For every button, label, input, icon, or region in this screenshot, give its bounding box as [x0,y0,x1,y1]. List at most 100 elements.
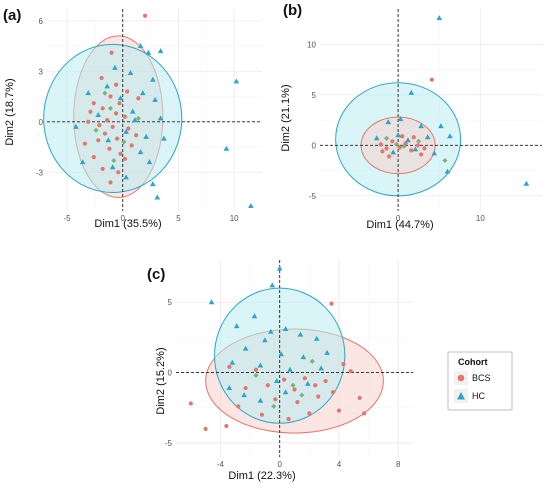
panel-b-point-bcs [386,154,392,159]
panel-c-point-bcs [357,395,362,400]
panel-c-point-bcs [286,416,291,422]
panel-a-point-bcs [117,101,122,106]
panel-a-point-hc [123,128,129,134]
panel-c-point-hc [251,313,258,319]
panel-b-point-bcs [380,149,385,154]
panel-c-point-hc [208,299,215,305]
panel-c-x-axis-title: Dim1 (22.3%) [228,470,295,482]
panel-c-point-hc [273,378,280,384]
panel-c-y-tick-label: -5 [165,439,173,448]
panel-a-point-bcs [136,96,141,101]
legend-label-bcs: BCS [472,373,491,383]
panel-b-point-bcs [419,152,424,157]
panel-c-point-bcs [282,377,287,382]
panel-a-point-bcs [113,82,119,87]
panel-a-point-bcs [88,109,93,114]
panel-b-point-bcs [415,143,420,148]
panel-a-label: (a) [3,7,21,24]
panel-c-x-tick-label: 8 [396,460,401,469]
panel-b-y-tick-label: -5 [309,192,317,201]
panel-a-point-bcs [134,133,139,138]
panel-b-point-hc [395,132,401,138]
panel-a-point-bcs [116,170,121,175]
panel-c-point-bcs [265,383,270,388]
panel-a-point-bcs [96,138,101,143]
legend-key-bcs [457,374,465,382]
panel-c-point-bcs [227,364,232,370]
panel-b-point-hc [436,15,443,21]
panel-c-point-hc [226,385,233,391]
panel-c-point-hc [282,325,289,331]
panel-b-point-bcs [429,77,434,82]
panel-a-point-bcs [82,141,87,146]
panel-a-y-tick-label: 6 [39,17,44,26]
panel-a-point-bcs [115,136,120,141]
panel-a-point-bcs [108,180,113,185]
panel-a-point-other [102,90,108,96]
panel-c-y-axis-title: Dim2 (15.2%) [155,347,167,414]
panel-c-point-bcs [341,362,346,367]
panel-b-y-tick-label: 0 [312,141,317,150]
panel-a-point-bcs [108,94,113,99]
panel-b-point-hc [418,123,424,129]
panel-b-point-hc [424,134,431,140]
panel-c-point-bcs [323,378,328,384]
panel-a-point-hc [143,133,149,139]
panel-c-point-hc [313,335,320,341]
panel-a-point-hc [137,149,144,155]
panel-c-x-tick-label: 0 [277,460,282,469]
panel-a-x-tick-label: -5 [63,214,71,223]
panel-a-point-bcs [129,143,134,148]
panel-a-point-hc [85,90,92,96]
panel-c-point-bcs [236,404,241,409]
panel-a-point-hc [105,137,112,143]
panel-c-point-bcs [224,423,229,429]
panel-a-point-bcs [99,75,104,81]
panel-a-point-hc [123,174,129,180]
panel-a-x-tick-label: 5 [176,214,181,223]
panel-c-y-tick-label: 5 [168,298,173,307]
panel-c-point-hc [324,349,330,355]
panel-b-point-hc [390,149,396,155]
panel-a-point-other [135,115,141,121]
panel-c-point-hc [241,392,247,398]
panel-c-point-bcs [336,408,342,413]
panel-b-y-tick-label: 5 [312,91,317,100]
panel-a-y-tick-label: 3 [39,67,44,76]
panel-a-point-hc [127,69,134,75]
panel-a-point-hc [150,181,156,187]
panel-a-point-hc [95,112,102,118]
panel-c-point-hc [300,354,307,360]
panel-a-point-hc [152,96,158,102]
panel-b-point-hc [438,123,444,129]
panel-a-point-hc [109,164,116,170]
panel-c-point-bcs [295,400,300,405]
panel-a-point-hc [146,159,153,165]
panel-a-point-bcs [122,114,128,119]
panel-b-point-bcs [409,148,414,153]
panel-a-point-bcs [100,106,105,111]
panel-b-point-bcs [411,135,416,140]
panel-b-point-hc [405,137,411,143]
panel-a-point-bcs [105,118,110,123]
legend-label-hc: HC [472,391,485,401]
panel-c-point-bcs [316,394,321,399]
panel-b-point-other [416,138,422,144]
panel-a-point-hc [157,115,164,121]
panel-b-point-hc [444,168,451,174]
panel-a-x-tick-label: 10 [230,214,239,223]
panel-c-point-bcs [203,426,208,431]
panel-c-point-bcs [259,412,265,417]
panel-a-point-hc [223,145,230,151]
panel-a-point-hc [154,194,161,200]
panel-b-point-hc [523,180,530,186]
panel-a-point-hc [248,202,254,208]
panel-c-point-other [299,392,305,398]
panel-a-point-bcs [102,131,108,136]
panel-a-point-hc [112,64,118,70]
panel-a-point-hc [104,83,110,89]
panel-c-point-bcs [307,411,312,416]
panel-c-point-hc [318,365,324,371]
panel-c-point-bcs [273,397,278,402]
